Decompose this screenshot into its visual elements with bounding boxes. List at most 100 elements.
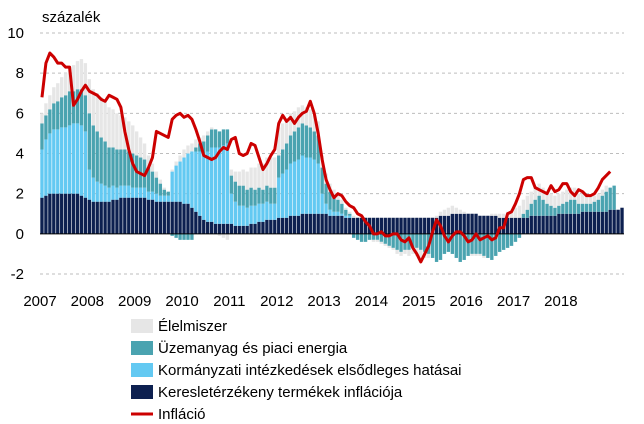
bar-segment [241,225,245,234]
bar-segment [60,77,64,98]
bar-segment [505,217,510,234]
bar-segment [123,185,127,198]
bar-segment [454,233,458,258]
bar-segment [561,191,565,204]
bar-segment [596,211,601,234]
bar-segment [407,217,411,234]
bar-segment [217,147,222,224]
bar-segment [213,147,218,224]
bar-segment [379,217,384,234]
bar-segment [336,195,340,200]
bar-segment [257,221,261,234]
bar-segment [127,121,131,152]
bar-segment [565,201,569,214]
bar-segment [513,217,518,234]
bar-segment [328,209,332,216]
bar-segment [79,195,84,234]
bar-segment [284,217,289,234]
bar-segment [280,173,285,218]
bar-segment [352,233,356,238]
bar-segment [379,233,384,242]
legend-swatch [131,319,153,333]
bar-segment [44,103,48,116]
bar-segment [423,233,427,252]
bar-segment [134,131,139,156]
bar-segment [328,215,332,234]
bar-segment [154,177,159,194]
bar-segment [608,187,612,210]
bar-segment [292,215,297,234]
bar-segment [450,205,455,214]
bar-segment [138,137,143,158]
bar-segment [63,127,68,194]
bar-segment [174,233,178,238]
bar-segment [415,217,419,234]
bar-segment [134,197,139,234]
bar-segment [83,95,88,132]
bar-segment [202,141,206,154]
bar-segment [150,171,155,192]
bar-segment [44,115,48,140]
bar-segment [288,113,293,136]
bar-segment [561,213,565,234]
bar-segment [576,193,581,204]
bar-segment [565,213,569,234]
bar-segment [261,203,265,222]
bar-segment [572,213,577,234]
bar-segment [182,233,186,240]
y-tick-label: 4 [16,146,24,163]
bar-segment [95,201,99,234]
bar-segment [111,199,115,234]
bar-segment [348,217,352,234]
bar-segment [332,215,336,234]
bar-segment [336,199,340,212]
bar-segment [584,211,589,234]
bar-segment [63,95,68,128]
bar-segment [292,161,297,216]
bar-segment [336,211,340,216]
x-axis-ticks: 2007 2008 2009 2010 2011 2012 2013 2014 2015 2016… [23,293,577,310]
bar-segment [344,209,348,216]
bar-segment [56,83,60,102]
bar-segment [52,193,56,234]
bar-segment [198,215,202,234]
bar-segment [371,217,376,234]
x-tick-label: 2011 [213,293,245,310]
bar-segment [494,215,498,234]
bar-segment [332,211,336,216]
bar-segment [162,187,166,190]
bar-segment [379,241,384,244]
bar-segment [387,233,391,246]
bar-segment [194,211,198,234]
bar-segment [119,149,123,186]
bar-segment [249,167,253,188]
bar-segment [312,213,316,234]
bar-segment [304,107,309,126]
bar-segment [146,199,151,234]
bar-segment [107,147,111,188]
bar-segment [134,187,139,198]
bar-segment [111,147,115,186]
bar-segment [426,217,431,234]
bar-segment [265,185,269,202]
bar-segment [478,215,482,234]
bar-segment [174,201,178,234]
bar-segment [174,161,178,166]
bar-segment [584,203,589,212]
bar-segment [182,157,186,204]
bar-segment [545,203,549,216]
bar-segment [438,211,443,216]
bar-segment [336,215,340,234]
bar-segment [576,203,581,214]
bar-segment [344,215,348,218]
bar-segment [521,217,526,234]
bar-segment [40,149,44,198]
bar-segment [367,233,372,240]
bar-segment [52,129,56,194]
bar-segment [123,197,127,234]
bar-segment [498,213,502,218]
bar-segment [131,187,135,198]
bar-segment [545,191,549,204]
bar-segment [391,247,395,250]
bar-segment [206,131,210,136]
